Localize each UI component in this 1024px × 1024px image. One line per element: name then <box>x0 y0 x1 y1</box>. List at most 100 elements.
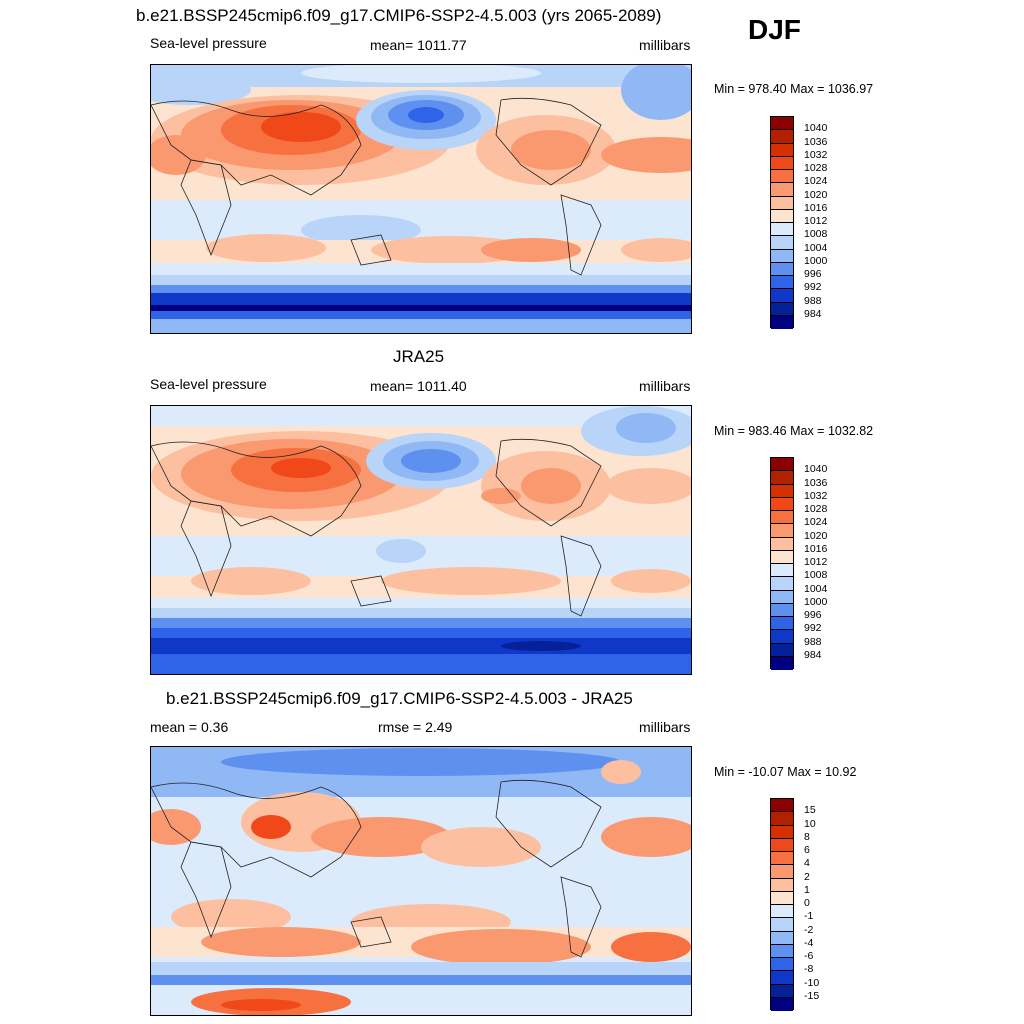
colorbar-tick-label: 1004 <box>804 241 828 254</box>
colorbar-tick-label: 992 <box>804 281 822 294</box>
panel3-colorbar <box>770 798 794 1011</box>
colorbar-tick-label: 1028 <box>804 503 828 515</box>
colorbar-tick-label: 1020 <box>804 529 828 542</box>
colorbar-tick-label: 1040 <box>804 463 828 476</box>
colorbar-swatch <box>771 276 793 290</box>
colorbar-swatch <box>771 799 793 813</box>
colorbar-swatch <box>771 156 793 170</box>
panel2-mean-label: mean= 1011.40 <box>370 378 467 394</box>
colorbar-tick-label: 1008 <box>804 569 828 582</box>
colorbar-tick-label: -1 <box>804 910 814 923</box>
panel1-title: b.e21.BSSP245cmip6.f09_g17.CMIP6-SSP2-4.… <box>136 6 662 25</box>
colorbar-tick-label: 996 <box>804 609 822 621</box>
colorbar-swatch <box>771 944 793 958</box>
colorbar-tick-label: 1000 <box>804 595 828 608</box>
colorbar-swatch <box>771 249 793 263</box>
colorbar-tick-label: 1024 <box>804 175 828 188</box>
colorbar-tick-label: 1036 <box>804 476 828 489</box>
panel2-left-label: Sea-level pressure <box>150 376 267 392</box>
colorbar-swatch <box>771 236 793 250</box>
panel3-rmse-label: rmse = 2.49 <box>378 719 453 735</box>
colorbar-swatch <box>771 643 793 657</box>
panel1-map <box>150 64 692 334</box>
season-label: DJF <box>748 14 801 45</box>
colorbar-swatch <box>771 537 793 551</box>
colorbar-swatch <box>771 497 793 511</box>
colorbar-swatch <box>771 458 793 472</box>
panel2-minmax: Min = 983.46 Max = 1032.82 <box>714 424 874 438</box>
colorbar-tick-label: 996 <box>804 268 822 280</box>
colorbar-tick-label: 1036 <box>804 135 828 148</box>
colorbar-tick-label: 1024 <box>804 516 828 529</box>
colorbar-swatch <box>771 223 793 237</box>
colorbar-tick-label: 1020 <box>804 188 828 201</box>
colorbar-swatch <box>771 484 793 498</box>
colorbar-tick-label: 1000 <box>804 254 828 267</box>
panel1-units-label: millibars <box>639 37 691 53</box>
colorbar-swatch <box>771 997 793 1011</box>
colorbar-tick-label: 4 <box>804 857 810 870</box>
colorbar-tick-label: 1040 <box>804 122 828 135</box>
colorbar-swatch <box>771 931 793 945</box>
colorbar-tick-label: 0 <box>804 897 810 909</box>
colorbar-swatch <box>771 630 793 644</box>
colorbar-swatch <box>771 984 793 998</box>
colorbar-tick-label: -4 <box>804 936 814 949</box>
colorbar-tick-label: 992 <box>804 622 822 635</box>
panel3-map <box>150 746 692 1016</box>
colorbar-tick-label: 1008 <box>804 228 828 241</box>
colorbar-swatch <box>771 511 793 525</box>
colorbar-swatch <box>771 183 793 197</box>
colorbar-swatch <box>771 590 793 604</box>
panel1-mean-label: mean= 1011.77 <box>370 37 467 53</box>
colorbar-swatch <box>771 209 793 223</box>
colorbar-swatch <box>771 878 793 892</box>
colorbar-swatch <box>771 550 793 564</box>
panel2-colorbar <box>770 457 794 670</box>
colorbar-tick-label: 1 <box>804 883 810 896</box>
colorbar-tick-label: 1028 <box>804 162 828 174</box>
panel1-left-label: Sea-level pressure <box>150 35 267 51</box>
colorbar-tick-label: 988 <box>804 294 822 307</box>
colorbar-tick-label: 1016 <box>804 542 828 555</box>
colorbar-tick-label: 6 <box>804 844 810 856</box>
colorbar-swatch <box>771 918 793 932</box>
colorbar-tick-label: 10 <box>804 817 816 830</box>
panel3-title: b.e21.BSSP245cmip6.f09_g17.CMIP6-SSP2-4.… <box>166 689 633 708</box>
colorbar-tick-label: 1032 <box>804 489 828 502</box>
colorbar-tick-label: 988 <box>804 635 822 648</box>
colorbar-swatch <box>771 905 793 919</box>
panel2-title: JRA25 <box>393 347 445 366</box>
colorbar-swatch <box>771 825 793 839</box>
colorbar-swatch <box>771 865 793 879</box>
colorbar-swatch <box>771 656 793 670</box>
colorbar-tick-label: 984 <box>804 648 822 661</box>
colorbar-swatch <box>771 852 793 866</box>
colorbar-tick-label: -10 <box>804 976 820 989</box>
colorbar-swatch <box>771 812 793 826</box>
colorbar-tick-label: 1012 <box>804 215 828 227</box>
colorbar-swatch <box>771 117 793 131</box>
colorbar-tick-label: 1016 <box>804 201 828 214</box>
colorbar-swatch <box>771 302 793 316</box>
panel2-map <box>150 405 692 675</box>
panel2-units-label: millibars <box>639 378 691 394</box>
panel1-minmax: Min = 978.40 Max = 1036.97 <box>714 82 874 96</box>
colorbar-swatch <box>771 315 793 329</box>
panel1-colorbar <box>770 116 794 329</box>
colorbar-tick-label: 984 <box>804 307 822 320</box>
panel3-units-label: millibars <box>639 719 691 735</box>
colorbar-swatch <box>771 838 793 852</box>
colorbar-tick-label: 1032 <box>804 148 828 161</box>
colorbar-swatch <box>771 971 793 985</box>
colorbar-tick-label: -15 <box>804 989 820 1002</box>
colorbar-tick-label: -6 <box>804 950 814 962</box>
colorbar-swatch <box>771 891 793 905</box>
colorbar-swatch <box>771 130 793 144</box>
colorbar-swatch <box>771 958 793 972</box>
panel3-minmax: Min = -10.07 Max = 10.92 <box>714 765 857 779</box>
colorbar-swatch <box>771 262 793 276</box>
colorbar-swatch <box>771 577 793 591</box>
colorbar-swatch <box>771 170 793 184</box>
colorbar-swatch <box>771 603 793 617</box>
